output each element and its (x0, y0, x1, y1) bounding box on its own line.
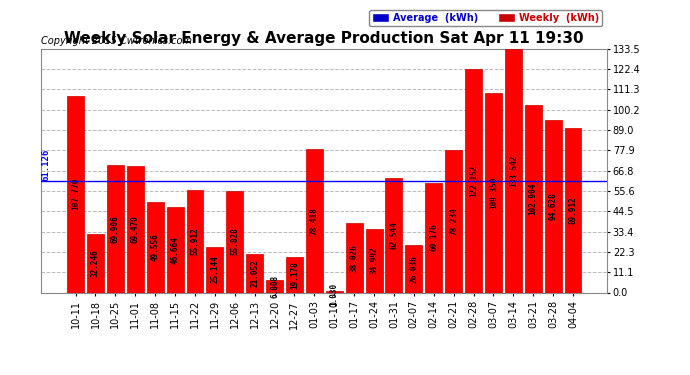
Text: 69.470: 69.470 (131, 215, 140, 243)
Text: Copyright 2015 Cwtronics.com: Copyright 2015 Cwtronics.com (41, 36, 193, 46)
Text: 46.664: 46.664 (170, 236, 179, 264)
Bar (525, 105, 542, 292)
Text: 69.906: 69.906 (111, 215, 120, 243)
Bar (445, 150, 462, 292)
Text: 62.544: 62.544 (389, 222, 398, 249)
Title: Weekly Solar Energy & Average Production Sat Apr 11 19:30: Weekly Solar Energy & Average Production… (64, 31, 584, 46)
Bar (505, 49, 522, 292)
Bar (127, 166, 144, 292)
Bar (465, 69, 482, 292)
Bar (346, 223, 363, 292)
Text: 1.030: 1.030 (330, 283, 339, 306)
Bar (186, 190, 204, 292)
Text: 6.808: 6.808 (270, 275, 279, 298)
Bar (544, 120, 562, 292)
Bar (485, 93, 502, 292)
Bar (564, 128, 582, 292)
Bar (206, 247, 224, 292)
Text: 78.418: 78.418 (310, 207, 319, 235)
Text: 34.992: 34.992 (370, 247, 379, 274)
Text: 122.152: 122.152 (469, 165, 478, 197)
Text: 109.350: 109.350 (489, 177, 498, 209)
Text: 32.246: 32.246 (91, 249, 100, 277)
Text: 55.828: 55.828 (230, 228, 239, 255)
Text: 38.026: 38.026 (350, 244, 359, 272)
Text: 25.144: 25.144 (210, 256, 219, 284)
Text: 21.052: 21.052 (250, 260, 259, 287)
Bar (226, 190, 243, 292)
Bar (406, 245, 422, 292)
Text: 94.628: 94.628 (549, 192, 558, 220)
Bar (107, 165, 124, 292)
Text: 89.912: 89.912 (569, 196, 578, 224)
Text: 26.036: 26.036 (409, 255, 418, 283)
Text: 107.770: 107.770 (71, 178, 80, 210)
Bar (326, 291, 343, 292)
Bar (425, 183, 442, 292)
Bar (306, 149, 323, 292)
Bar (386, 178, 402, 292)
Bar (366, 229, 382, 292)
Text: 133.542: 133.542 (509, 154, 518, 187)
Text: 49.556: 49.556 (150, 233, 159, 261)
Bar (67, 96, 84, 292)
Bar (246, 254, 263, 292)
Text: 78.234: 78.234 (449, 207, 458, 235)
Text: 60.176: 60.176 (429, 224, 438, 252)
Text: 55.912: 55.912 (190, 228, 199, 255)
Text: 19.178: 19.178 (290, 261, 299, 289)
Bar (266, 280, 283, 292)
Bar (166, 207, 184, 292)
Bar (147, 202, 164, 292)
Legend: Average  (kWh), Weekly  (kWh): Average (kWh), Weekly (kWh) (368, 10, 602, 26)
Text: 61.126: 61.126 (41, 148, 50, 181)
Text: 102.904: 102.904 (529, 182, 538, 215)
Bar (286, 258, 303, 292)
Bar (87, 234, 104, 292)
